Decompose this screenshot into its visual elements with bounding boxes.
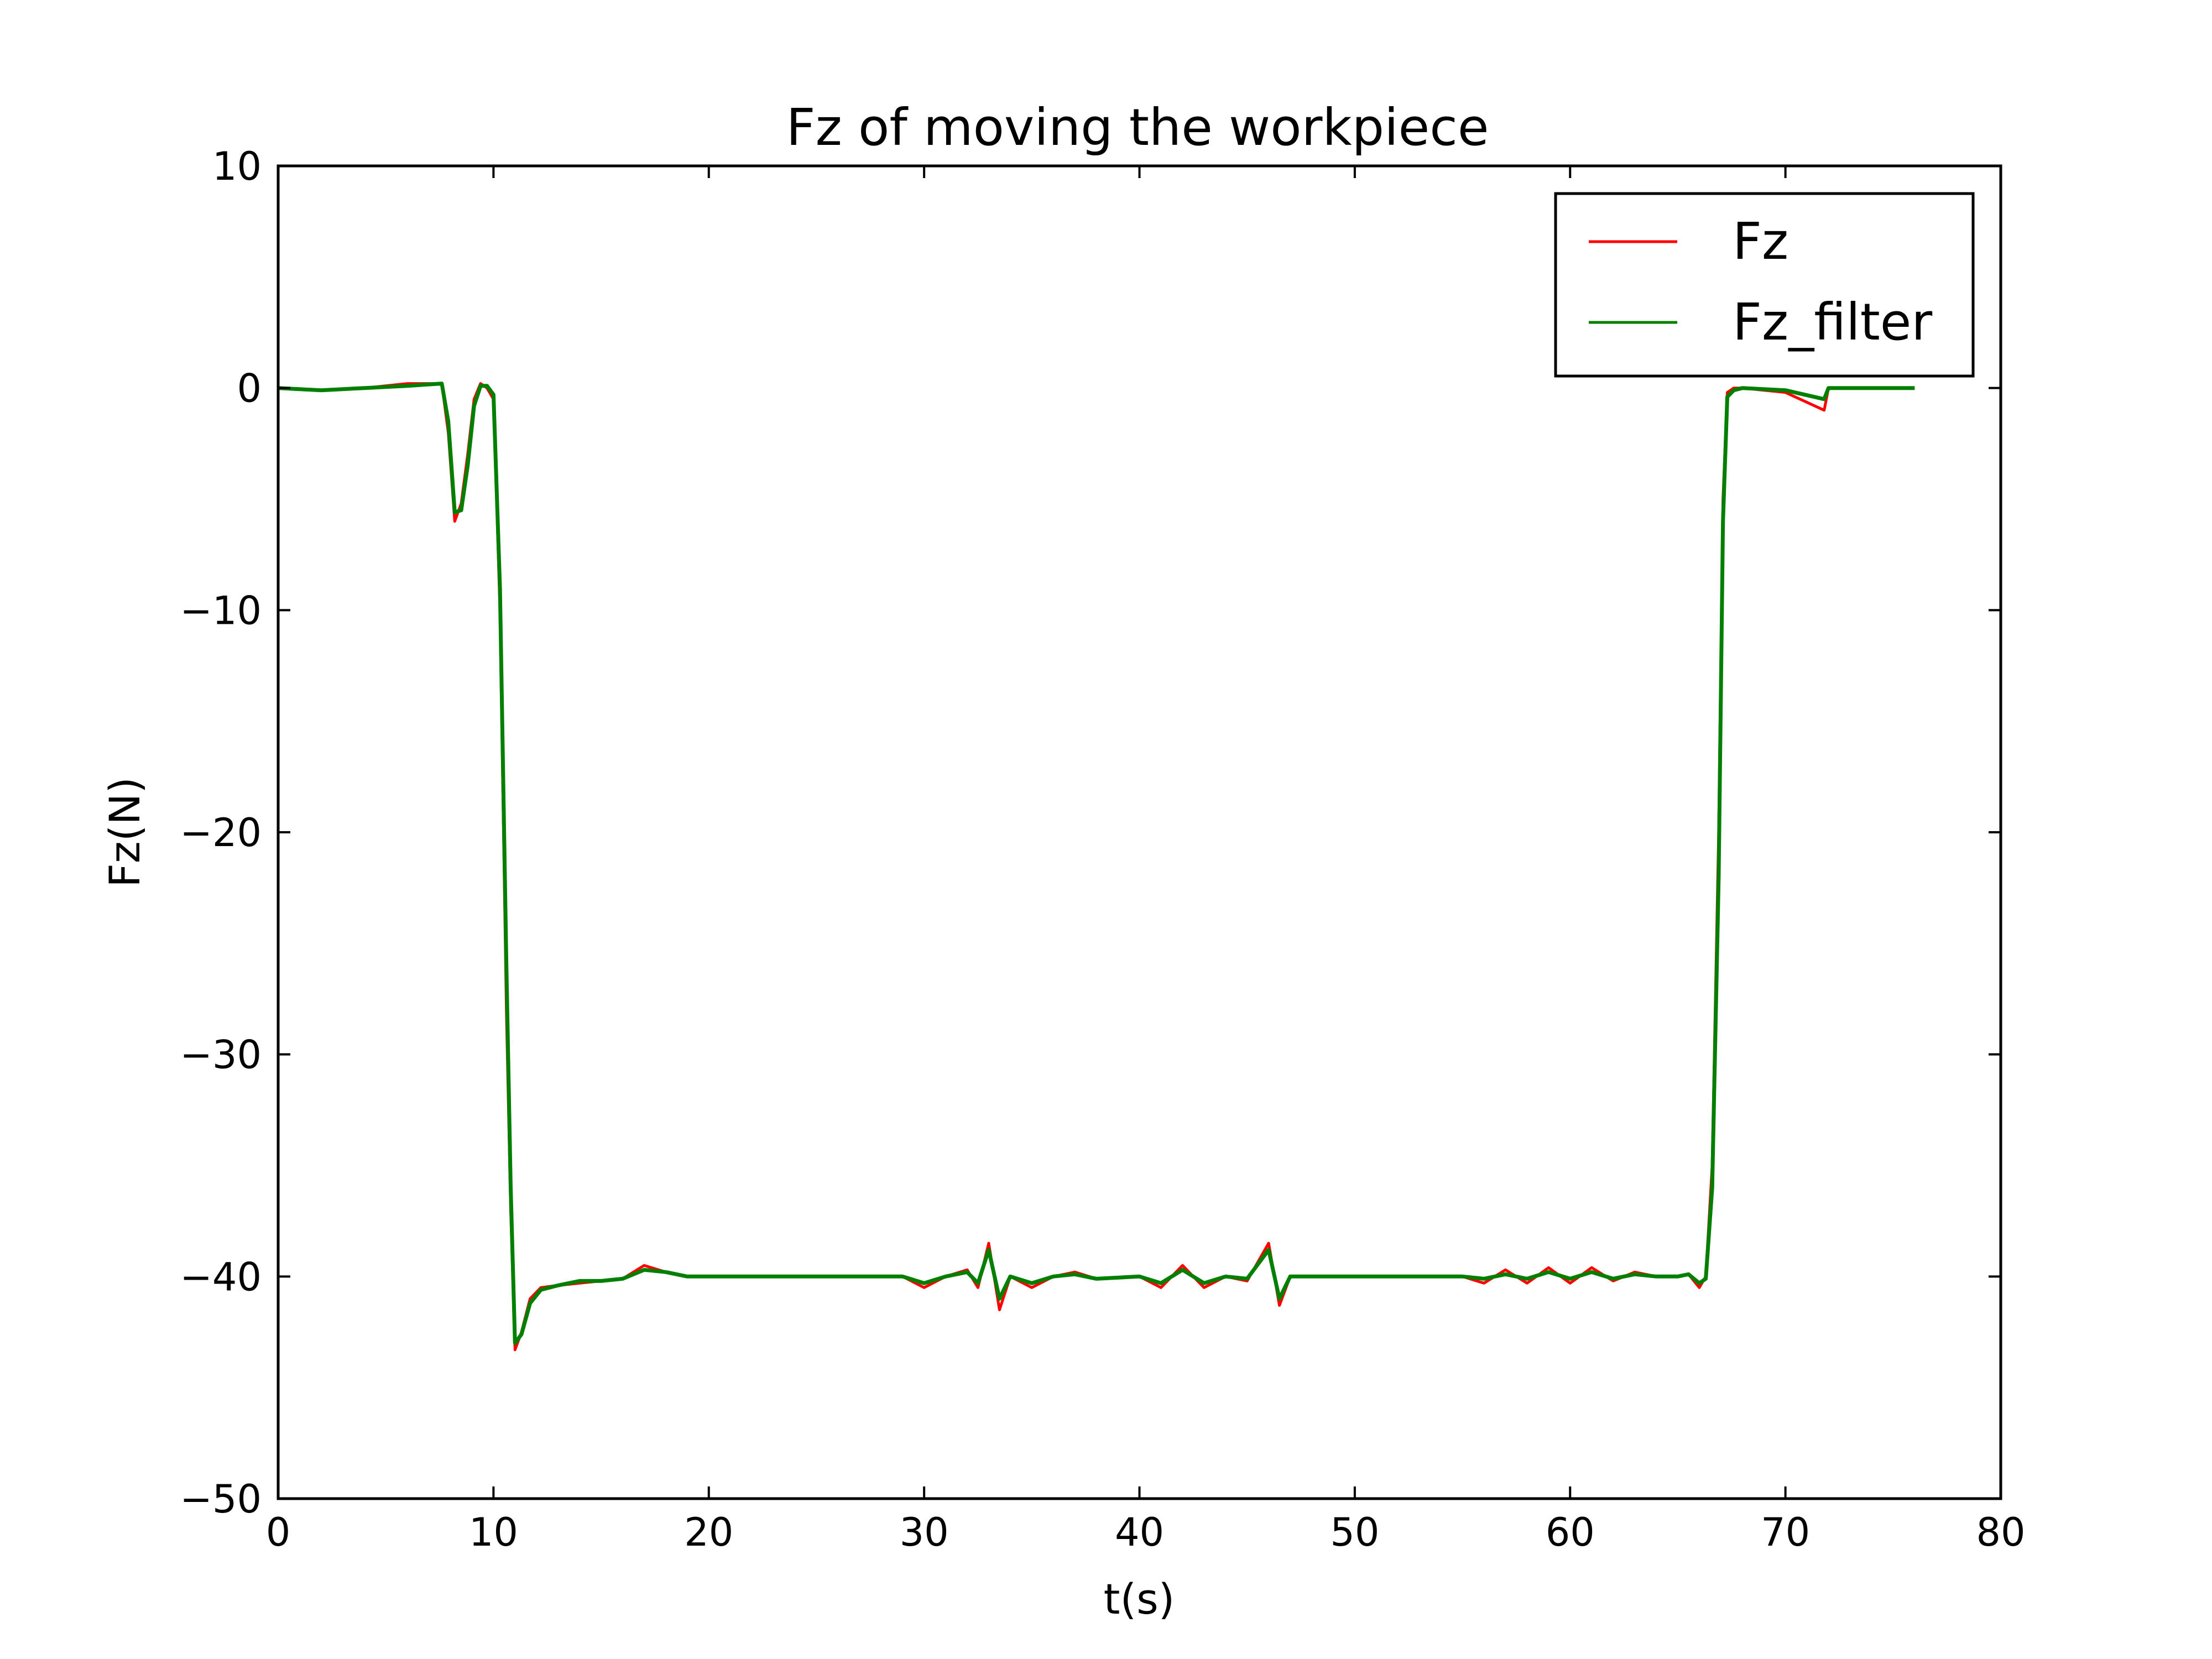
y-tick-label: 10 [212, 144, 262, 189]
series-line-fz [278, 382, 1915, 1352]
x-tick-label: 50 [1330, 1510, 1379, 1555]
y-tick-label: −50 [180, 1477, 262, 1522]
chart-title: Fz of moving the workpiece [786, 98, 1489, 157]
x-tick-label: 30 [900, 1510, 949, 1555]
y-tick-label: 0 [237, 366, 262, 411]
y-tick-label: −10 [180, 588, 262, 633]
y-axis-label: Fz(N) [100, 777, 149, 888]
x-axis-label: t(s) [1104, 1574, 1175, 1624]
y-tick-label: −30 [180, 1032, 262, 1078]
series-layer [278, 382, 1915, 1352]
x-tick-label: 10 [469, 1510, 518, 1555]
legend-label-fz: Fz [1733, 212, 1788, 271]
x-tick-label: 60 [1546, 1510, 1595, 1555]
legend: Fz Fz_filter [1554, 192, 1975, 378]
x-tick-label: 70 [1761, 1510, 1810, 1555]
ticks-layer: 0 10 20 30 40 50 60 70 80 10 0 −10 −20 −30 −40 −50 [180, 144, 2025, 1555]
series-line-fz-filter [278, 382, 1915, 1345]
legend-label-fz-filter: Fz_filter [1733, 293, 1932, 352]
x-tick-label: 0 [266, 1510, 291, 1555]
y-tick-label: −40 [180, 1254, 262, 1300]
legend-box [1554, 192, 1975, 378]
x-tick-label: 20 [684, 1510, 733, 1555]
y-tick-label: −20 [180, 810, 262, 855]
x-tick-label: 40 [1115, 1510, 1164, 1555]
x-tick-label: 80 [1976, 1510, 2025, 1555]
